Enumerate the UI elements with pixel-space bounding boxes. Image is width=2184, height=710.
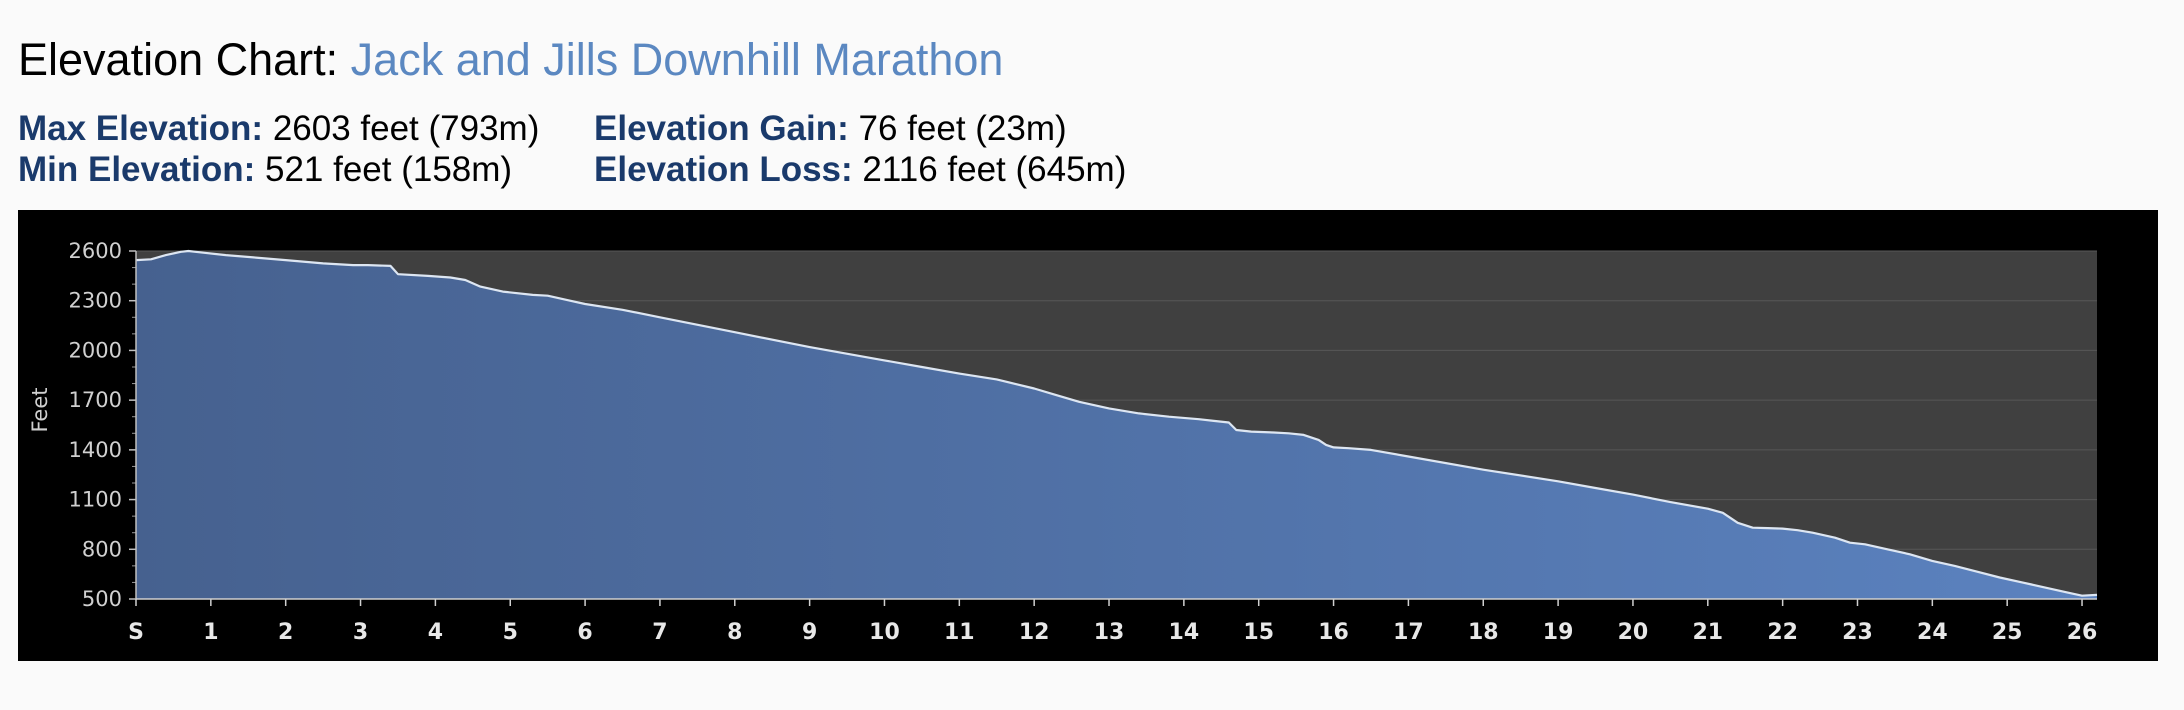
x-tick-label: 4 bbox=[428, 620, 443, 645]
x-tick-label: 13 bbox=[1094, 620, 1125, 645]
race-name: Jack and Jills Downhill Marathon bbox=[350, 34, 1004, 85]
x-tick-label: 15 bbox=[1243, 620, 1274, 645]
y-tick-label: 2600 bbox=[69, 239, 122, 263]
x-tick-label: 8 bbox=[727, 620, 742, 645]
title-prefix: Elevation Chart: bbox=[18, 34, 351, 85]
x-tick-label: 9 bbox=[802, 620, 817, 645]
x-tick-label: 1 bbox=[203, 620, 218, 645]
x-tick-label: 14 bbox=[1169, 620, 1200, 645]
y-tick-label: 2000 bbox=[69, 338, 122, 362]
elevation-gain-label: Elevation Gain: bbox=[594, 109, 849, 148]
x-tick-label: 18 bbox=[1468, 620, 1499, 645]
x-tick-label: 24 bbox=[1917, 620, 1948, 645]
x-tick-label: 3 bbox=[353, 620, 368, 645]
x-tick-label: 21 bbox=[1692, 620, 1723, 645]
y-tick-label: 1400 bbox=[69, 438, 122, 462]
max-elevation-value: 2603 feet (793m) bbox=[272, 109, 540, 148]
x-tick-label: 16 bbox=[1318, 620, 1349, 645]
elevation-loss-label: Elevation Loss: bbox=[594, 150, 853, 189]
x-tick-label: 17 bbox=[1393, 620, 1424, 645]
y-tick-label: 2300 bbox=[69, 289, 122, 313]
x-tick-label: 19 bbox=[1543, 620, 1574, 645]
elevation-loss-value: 2116 feet (645m) bbox=[862, 150, 1127, 189]
page-title: Elevation Chart: Jack and Jills Downhill… bbox=[18, 34, 1003, 86]
y-tick-label: 800 bbox=[82, 537, 122, 561]
y-tick-label: 1700 bbox=[69, 388, 122, 412]
y-tick-label: 1100 bbox=[69, 488, 122, 512]
min-elevation-stat: Min Elevation: 521 feet (158m) bbox=[18, 149, 512, 190]
x-tick-label: 6 bbox=[577, 620, 592, 645]
x-tick-label: 11 bbox=[944, 620, 975, 645]
x-tick-label: 20 bbox=[1618, 620, 1649, 645]
elevation-gain-value: 76 feet (23m) bbox=[858, 109, 1067, 148]
elevation-area bbox=[136, 251, 2097, 599]
max-elevation-label: Max Elevation: bbox=[18, 109, 264, 148]
x-tick-label: 23 bbox=[1842, 620, 1873, 645]
elevation-line bbox=[135, 249, 2098, 597]
x-tick-label: S bbox=[128, 620, 144, 645]
elevation-chart: 500 800 1100 1400 1700 2000 2300 2600 S 1 2 3 4 5 6 7 8 9… bbox=[18, 210, 2158, 661]
x-tick-label: 10 bbox=[869, 620, 900, 645]
x-tick-label: 25 bbox=[1992, 620, 2023, 645]
x-tick-label: 5 bbox=[503, 620, 518, 645]
min-elevation-label: Min Elevation: bbox=[18, 150, 256, 189]
y-tick-label: 500 bbox=[82, 587, 122, 611]
elevation-gain-stat: Elevation Gain: 76 feet (23m) bbox=[594, 108, 1067, 149]
elevation-loss-stat: Elevation Loss: 2116 feet (645m) bbox=[594, 149, 1126, 190]
x-tick-label: 7 bbox=[652, 620, 667, 645]
x-tick-label: 12 bbox=[1019, 620, 1050, 645]
x-tick-label: 22 bbox=[1767, 620, 1798, 645]
y-axis-title: Feet bbox=[28, 387, 52, 432]
max-elevation-stat: Max Elevation: 2603 feet (793m) bbox=[18, 108, 539, 149]
x-tick-label: 26 bbox=[2067, 620, 2098, 645]
x-tick-label: 2 bbox=[278, 620, 293, 645]
min-elevation-value: 521 feet (158m) bbox=[264, 150, 513, 189]
